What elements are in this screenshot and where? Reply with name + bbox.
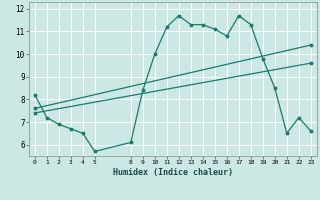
X-axis label: Humidex (Indice chaleur): Humidex (Indice chaleur) xyxy=(113,168,233,177)
